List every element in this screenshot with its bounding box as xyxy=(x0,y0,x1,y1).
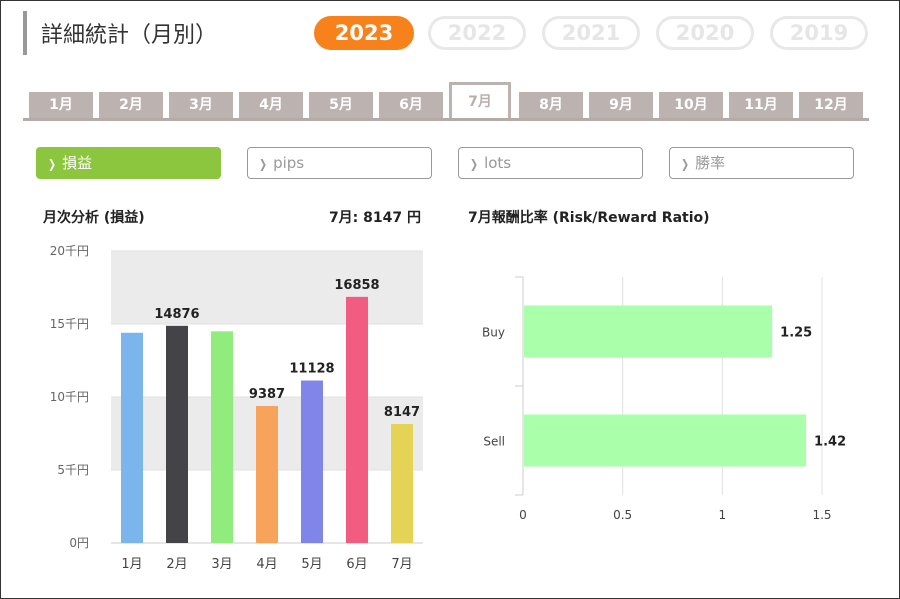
chevron-right-icon: ❯ xyxy=(470,157,479,171)
monthly-profit-chart: 0円 5千円 10千円 15千円 20千円 1月 14876 2月 3月 9387 4月 11128 5… xyxy=(50,244,423,572)
x-tick-label: 7月 xyxy=(391,557,412,572)
tab-month-11[interactable]: 11月 xyxy=(729,92,793,118)
filter-button-lots[interactable]: ❯ lots xyxy=(458,147,643,179)
bar-data-label: 1.42 xyxy=(814,435,846,450)
filter-label: lots xyxy=(484,154,512,172)
x-tick-label: 6月 xyxy=(346,557,367,572)
year-button-2022[interactable]: 2022 xyxy=(428,16,526,50)
tab-month-2[interactable]: 2月 xyxy=(99,92,163,118)
hbar xyxy=(524,305,773,358)
chevron-right-icon: ❯ xyxy=(48,157,57,171)
bar xyxy=(256,405,278,543)
hbar xyxy=(524,414,807,467)
monthly-analysis-title: 月次分析 (損益) xyxy=(43,210,145,226)
bar xyxy=(121,332,143,543)
bar-data-label: 1.25 xyxy=(780,326,812,341)
tab-month-1[interactable]: 1月 xyxy=(29,92,93,118)
tab-month-5[interactable]: 5月 xyxy=(309,92,373,118)
tab-month-3[interactable]: 3月 xyxy=(169,92,233,118)
grid-band xyxy=(111,251,423,324)
filter-button-pips[interactable]: ❯ pips xyxy=(247,147,432,179)
x-tick-label: 1月 xyxy=(121,557,142,572)
tab-month-4[interactable]: 4月 xyxy=(239,92,303,118)
bar-data-label: 16858 xyxy=(334,278,379,293)
x-tick-label: 0 xyxy=(519,508,527,522)
filter-button-winrate[interactable]: ❯ 勝率 xyxy=(669,147,854,179)
bar-data-label: 9387 xyxy=(249,387,285,402)
bar xyxy=(391,424,413,543)
year-button-2020[interactable]: 2020 xyxy=(656,16,754,50)
bar-data-label: 8147 xyxy=(384,405,420,420)
tab-month-7[interactable]: 7月 xyxy=(449,82,511,118)
x-tick-label: 0.5 xyxy=(613,508,632,522)
y-tick-label: 20千円 xyxy=(50,244,89,258)
page-title: 詳細統計（月別） xyxy=(41,23,218,48)
filter-label: 勝率 xyxy=(695,154,726,172)
bar xyxy=(301,380,323,543)
bar-data-label: 14876 xyxy=(154,307,199,322)
y-tick-label: 10千円 xyxy=(50,390,89,404)
tab-month-10[interactable]: 10月 xyxy=(659,92,723,118)
y-category-label: Buy xyxy=(482,326,505,340)
filter-button-profit[interactable]: ❯ 損益 xyxy=(36,147,221,179)
bar xyxy=(166,325,188,543)
filter-label: 損益 xyxy=(62,154,93,172)
risk-reward-chart: 0 0.5 1 1.5 1.25 Buy 1.42 Sell xyxy=(482,276,846,522)
chevron-right-icon: ❯ xyxy=(681,157,690,171)
bar xyxy=(211,331,233,543)
tab-month-6[interactable]: 6月 xyxy=(379,92,443,118)
x-tick-label: 2月 xyxy=(166,557,187,572)
y-tick-label: 0円 xyxy=(69,536,89,550)
title-accent: 詳細統計（月別） xyxy=(23,11,217,55)
year-button-2023[interactable]: 2023 xyxy=(314,16,414,50)
y-tick-label: 15千円 xyxy=(50,317,89,331)
x-tick-label: 1.5 xyxy=(812,508,831,522)
x-tick-label: 3月 xyxy=(211,557,232,572)
year-button-2021[interactable]: 2021 xyxy=(542,16,640,50)
year-button-2019[interactable]: 2019 xyxy=(770,16,868,50)
y-tick-label: 5千円 xyxy=(57,463,89,477)
risk-reward-title: 7月報酬比率 (Risk/Reward Ratio) xyxy=(468,210,710,226)
bar xyxy=(346,296,368,543)
bar-data-label: 11128 xyxy=(289,362,334,377)
x-tick-label: 4月 xyxy=(256,557,277,572)
filter-label: pips xyxy=(273,154,305,172)
chevron-right-icon: ❯ xyxy=(259,157,268,171)
monthly-summary: 7月: 8147 円 xyxy=(328,210,421,226)
x-tick-label: 5月 xyxy=(301,557,322,572)
x-tick-label: 1 xyxy=(719,508,727,522)
y-category-label: Sell xyxy=(483,435,505,449)
tab-month-9[interactable]: 9月 xyxy=(589,92,653,118)
tab-month-12[interactable]: 12月 xyxy=(799,92,863,118)
tab-month-8[interactable]: 8月 xyxy=(519,92,583,118)
month-tabs-baseline xyxy=(23,118,869,121)
